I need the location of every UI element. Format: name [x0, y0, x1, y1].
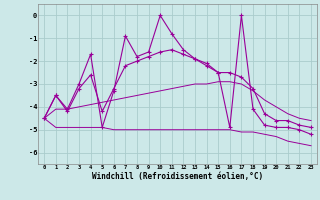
X-axis label: Windchill (Refroidissement éolien,°C): Windchill (Refroidissement éolien,°C) [92, 172, 263, 181]
